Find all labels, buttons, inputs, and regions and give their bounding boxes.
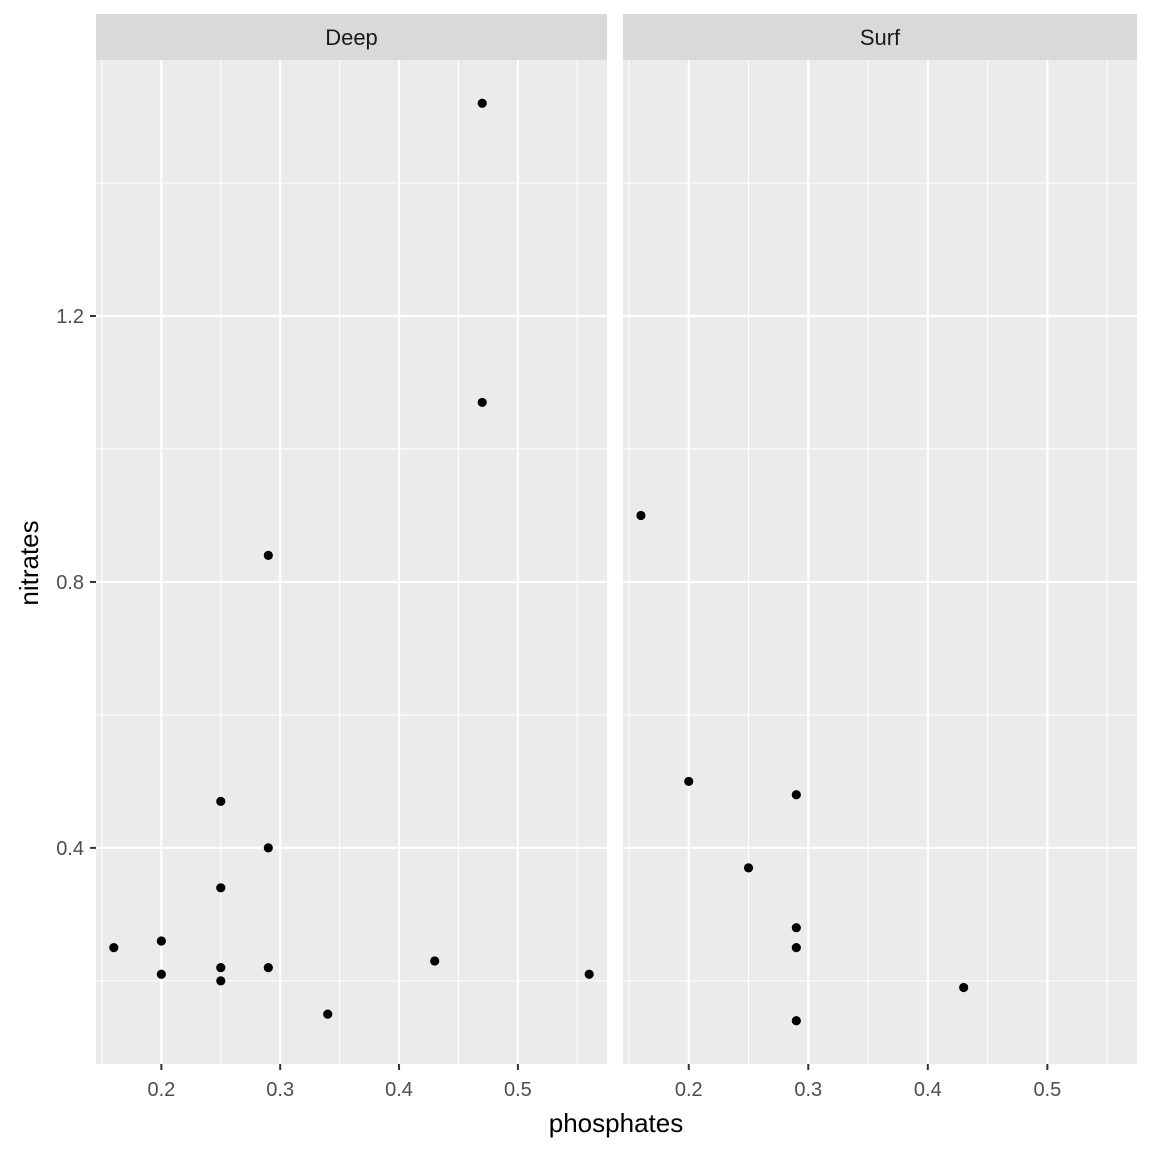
data-point-deep-2	[263, 550, 273, 560]
data-point-surf-7	[791, 1016, 801, 1026]
data-point-deep-0	[477, 98, 487, 108]
data-point-surf-2	[791, 790, 801, 800]
facet-strip	[623, 14, 1137, 60]
x-axis-title: phosphates	[549, 1108, 683, 1138]
data-point-surf-6	[959, 982, 969, 993]
facet-panel-surf: Surf	[623, 14, 1137, 1064]
data-point-deep-5	[216, 883, 226, 893]
data-point-deep-10	[216, 976, 226, 986]
data-point-deep-3	[216, 796, 226, 806]
x-tick-label: 0.3	[266, 1079, 294, 1101]
y-tick-label: 0.8	[56, 572, 84, 594]
y-tick-label: 0.4	[56, 838, 84, 860]
data-point-deep-13	[584, 969, 594, 979]
data-point-surf-5	[791, 943, 801, 953]
panel-background	[96, 60, 607, 1064]
data-point-deep-1	[477, 397, 487, 408]
panel-background	[623, 60, 1137, 1064]
x-tick-label: 0.5	[504, 1079, 532, 1101]
data-point-surf-3	[743, 863, 754, 873]
y-axis-title: nitrates	[14, 520, 44, 605]
facet-panel-deep: Deep	[96, 14, 607, 1064]
x-tick-label: 0.2	[147, 1079, 175, 1101]
data-point-deep-4	[263, 843, 273, 853]
data-point-deep-9	[216, 962, 226, 973]
facet-strip-label: Deep	[325, 25, 378, 50]
data-point-deep-14	[323, 1009, 333, 1019]
data-point-surf-1	[684, 776, 694, 787]
data-point-deep-7	[156, 936, 166, 946]
x-tick-label: 0.4	[385, 1079, 413, 1101]
data-point-deep-12	[430, 956, 440, 966]
data-point-surf-4	[791, 923, 801, 933]
x-tick-label: 0.2	[675, 1079, 703, 1101]
y-tick-label: 1.2	[56, 306, 84, 328]
x-tick-label: 0.5	[1033, 1079, 1061, 1101]
data-point-deep-8	[156, 969, 166, 979]
facet-strip-label: Surf	[860, 25, 901, 50]
data-point-surf-0	[636, 510, 646, 521]
data-point-deep-11	[263, 962, 273, 973]
data-point-deep-6	[109, 943, 119, 953]
x-tick-label: 0.4	[914, 1079, 942, 1101]
x-tick-label: 0.3	[794, 1079, 822, 1101]
facet-strip	[96, 14, 607, 60]
